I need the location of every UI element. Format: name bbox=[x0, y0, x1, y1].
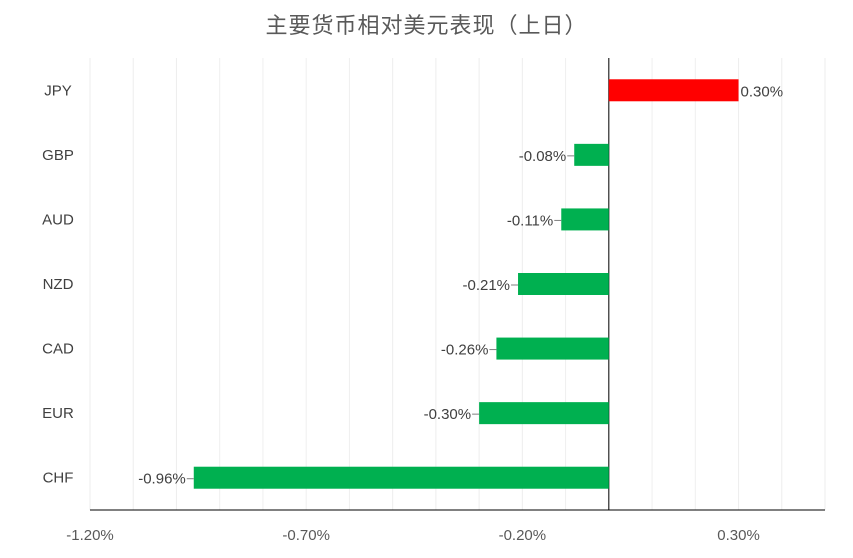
data-label: -0.11% bbox=[507, 212, 553, 229]
bar-nzd bbox=[518, 273, 609, 295]
data-label: -0.26% bbox=[441, 342, 489, 359]
bar-jpy bbox=[608, 79, 739, 102]
bar-aud bbox=[561, 208, 609, 231]
x-tick-label: -0.70% bbox=[282, 527, 330, 544]
category-label: EUR bbox=[42, 405, 74, 422]
category-label: CHF bbox=[43, 470, 74, 487]
bar-gbp bbox=[574, 143, 609, 166]
category-label: NZD bbox=[43, 276, 74, 293]
data-label: -0.21% bbox=[462, 277, 510, 294]
x-tick-label: -1.20% bbox=[66, 527, 114, 544]
bar-cad bbox=[496, 337, 609, 360]
data-label: 0.30% bbox=[741, 83, 784, 100]
category-label: AUD bbox=[42, 211, 74, 228]
category-label: GBP bbox=[42, 147, 74, 164]
category-label: JPY bbox=[44, 82, 72, 99]
category-label: CAD bbox=[42, 341, 74, 358]
data-label: -0.08% bbox=[519, 148, 567, 165]
x-tick-label: 0.30% bbox=[717, 527, 760, 544]
data-label: -0.96% bbox=[138, 471, 186, 488]
bar-chf bbox=[193, 466, 609, 489]
bar-eur bbox=[479, 402, 609, 425]
data-label: -0.30% bbox=[424, 406, 472, 423]
x-tick-label: -0.20% bbox=[499, 527, 547, 544]
chart-title: 主要货币相对美元表现（上日） bbox=[265, 13, 588, 38]
